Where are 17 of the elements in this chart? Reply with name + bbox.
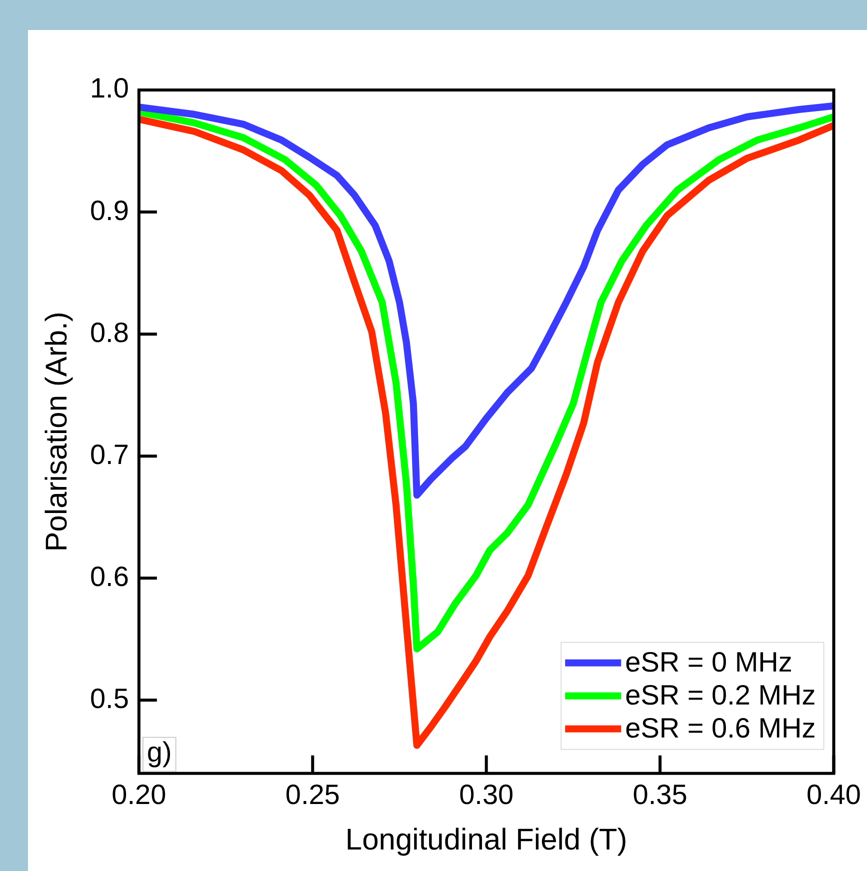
legend-label: eSR = 0.6 MHz (625, 712, 816, 744)
y-tick-label: 0.8 (90, 316, 129, 348)
legend-label: eSR = 0.2 MHz (625, 680, 816, 711)
y-tick-label: 1.0 (90, 72, 129, 104)
y-tick-label: 0.9 (90, 194, 129, 226)
x-axis-title: Longitudinal Field (T) (345, 823, 628, 856)
y-tick-label: 0.5 (90, 682, 129, 714)
y-tick-label: 0.6 (90, 560, 129, 592)
annotation: g) (146, 736, 172, 768)
y-tick-label: 0.7 (90, 438, 129, 470)
legend-label: eSR = 0 MHz (625, 646, 792, 678)
x-tick-label: 0.35 (632, 778, 688, 810)
y-axis-title: Polarisation (Arb.) (40, 312, 74, 552)
x-tick-label: 0.25 (285, 778, 340, 810)
x-tick-label: 0.40 (806, 778, 861, 810)
x-tick-label: 0.20 (112, 778, 166, 810)
x-tick-label: 0.30 (459, 778, 514, 810)
